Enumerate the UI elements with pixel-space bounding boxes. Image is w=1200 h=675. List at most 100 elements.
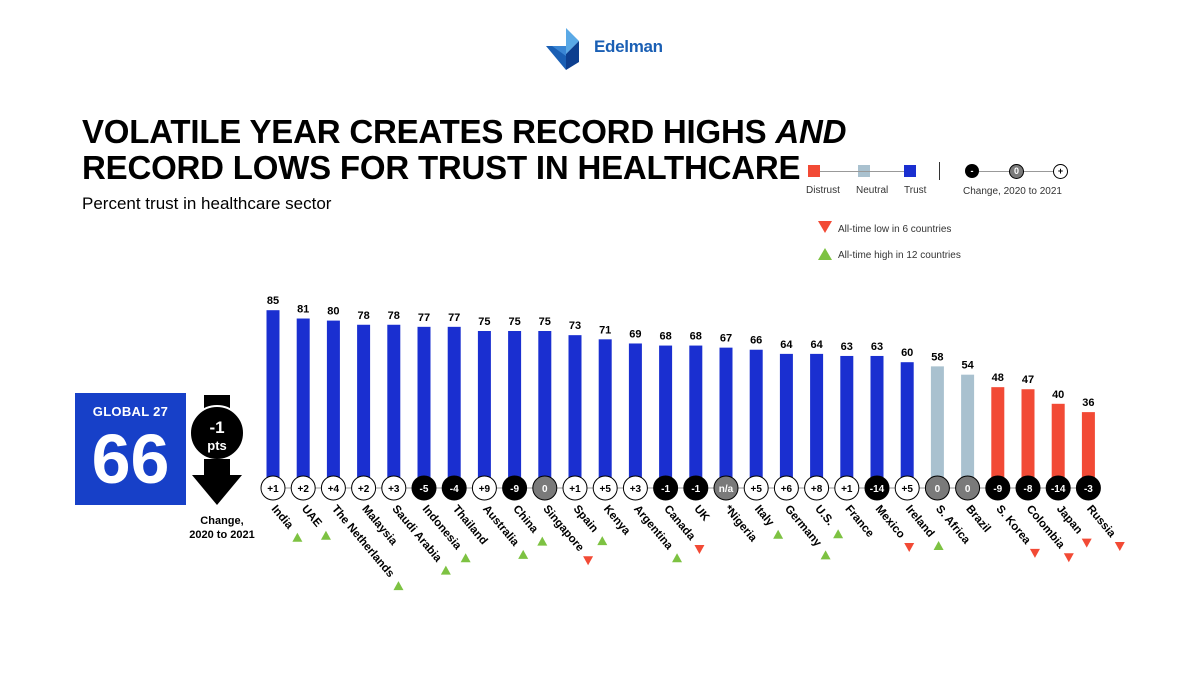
- change-label: -5: [420, 484, 429, 495]
- change-label: -3: [1084, 484, 1093, 495]
- category-label: UK: [692, 503, 712, 524]
- change-circle: [683, 475, 709, 501]
- change-circle: [804, 475, 830, 501]
- bar-value-label: 58: [931, 351, 943, 363]
- change-label: +3: [388, 484, 400, 495]
- bar: [870, 355, 884, 487]
- change-label: -9: [510, 484, 519, 495]
- bar: [689, 345, 703, 487]
- global-27-box: GLOBAL 27 66: [75, 393, 186, 505]
- change-circle: [411, 475, 437, 501]
- legend-down-triangle-icon: [818, 221, 832, 233]
- brand-name: Edelman: [594, 37, 663, 56]
- change-circle: [864, 475, 890, 501]
- change-label: -1: [661, 484, 670, 495]
- bar-value-label: 73: [569, 320, 581, 332]
- page-title: VOLATILE YEAR CREATES RECORD HIGHS AND R…: [82, 113, 847, 186]
- legend-zero-circle: 0: [1009, 164, 1024, 179]
- bar: [1081, 412, 1095, 487]
- legend-minus-circle: -: [965, 164, 979, 178]
- page-subtitle: Percent trust in healthcare sector: [82, 194, 332, 213]
- down-triangle-icon: [904, 543, 915, 553]
- global-value: 66: [91, 420, 170, 498]
- legend-low-note: All-time low in 6 countries: [838, 224, 952, 235]
- bar-value-label: 63: [841, 341, 853, 353]
- change-circle: [441, 475, 467, 501]
- category-label: China: [510, 503, 540, 536]
- bar: [810, 353, 824, 487]
- change-circle: [502, 475, 528, 501]
- bar-value-label: 71: [599, 324, 611, 336]
- change-circle: [1075, 475, 1101, 501]
- change-label: +2: [297, 484, 309, 495]
- down-triangle-icon: [1081, 538, 1092, 548]
- category-label: Italy: [752, 503, 776, 529]
- bar-value-label: 85: [267, 295, 279, 307]
- category-label: India: [269, 503, 296, 532]
- bar: [930, 366, 944, 487]
- bar-value-label: 63: [871, 341, 883, 353]
- change-label: n/a: [719, 484, 734, 495]
- global-change-caption-line2: 2020 to 2021: [189, 529, 255, 541]
- change-label: -1: [691, 484, 700, 495]
- legend-up-triangle-icon: [818, 248, 832, 260]
- bar-value-label: 64: [810, 339, 823, 351]
- down-triangle-icon: [694, 544, 705, 554]
- change-circle: [592, 475, 618, 501]
- legend-plus-circle: +: [1053, 164, 1068, 179]
- bar: [538, 331, 552, 487]
- bar-value-label: 69: [629, 328, 641, 340]
- change-circle: [985, 475, 1011, 501]
- bar: [991, 387, 1005, 487]
- legend-change-label: Change, 2020 to 2021: [963, 186, 1062, 197]
- up-triangle-icon: [393, 581, 404, 591]
- global-change-caption: Change, 2020 to 2021: [172, 514, 272, 542]
- up-triangle-icon: [518, 549, 529, 559]
- category-label: Kenya: [601, 503, 633, 538]
- up-triangle-icon: [773, 529, 784, 539]
- bar: [477, 331, 491, 487]
- change-label: -9: [993, 484, 1002, 495]
- bar-value-label: 47: [1022, 374, 1034, 386]
- change-label: -14: [870, 484, 885, 495]
- change-circle: [1045, 475, 1071, 501]
- title-emphasis: AND: [775, 113, 847, 150]
- global-label: GLOBAL 27: [92, 404, 169, 419]
- bar-value-label: 66: [750, 335, 762, 347]
- change-circle: [471, 475, 497, 501]
- change-circle: [320, 475, 346, 501]
- change-label: +3: [630, 484, 642, 495]
- category-label-group: Mexico: [873, 503, 907, 541]
- change-label: +4: [328, 484, 340, 495]
- change-circle: [532, 475, 558, 501]
- change-circle: [381, 475, 407, 501]
- up-triangle-icon: [440, 565, 451, 575]
- change-circle: [743, 475, 769, 501]
- legend-distrust-label: Distrust: [806, 185, 840, 196]
- bar-value-label: 77: [418, 312, 430, 324]
- change-circle: [1015, 475, 1041, 501]
- change-label: +1: [841, 484, 853, 495]
- category-label-group: UAE: [299, 503, 324, 530]
- bar-value-label: 75: [508, 316, 520, 328]
- up-triangle-icon: [820, 550, 831, 560]
- bar: [628, 343, 642, 487]
- category-label: Spain: [571, 503, 600, 535]
- bar-value-label: 81: [297, 304, 309, 316]
- down-triangle-icon: [1029, 548, 1040, 558]
- title-line2: RECORD LOWS FOR TRUST IN HEALTHCARE: [82, 149, 801, 186]
- up-triangle-icon: [292, 532, 303, 542]
- change-circle: [955, 475, 981, 501]
- legend-neutral-label: Neutral: [856, 185, 889, 196]
- category-label-group: Ireland: [903, 503, 936, 540]
- bar: [719, 347, 733, 487]
- change-circle: [713, 475, 739, 501]
- bar: [266, 310, 280, 487]
- up-triangle-icon: [672, 553, 683, 563]
- category-label-group: France: [843, 503, 876, 540]
- change-label: 0: [965, 484, 971, 495]
- change-label: +2: [358, 484, 370, 495]
- bar: [417, 326, 431, 487]
- category-label-group: Russia: [1084, 503, 1118, 540]
